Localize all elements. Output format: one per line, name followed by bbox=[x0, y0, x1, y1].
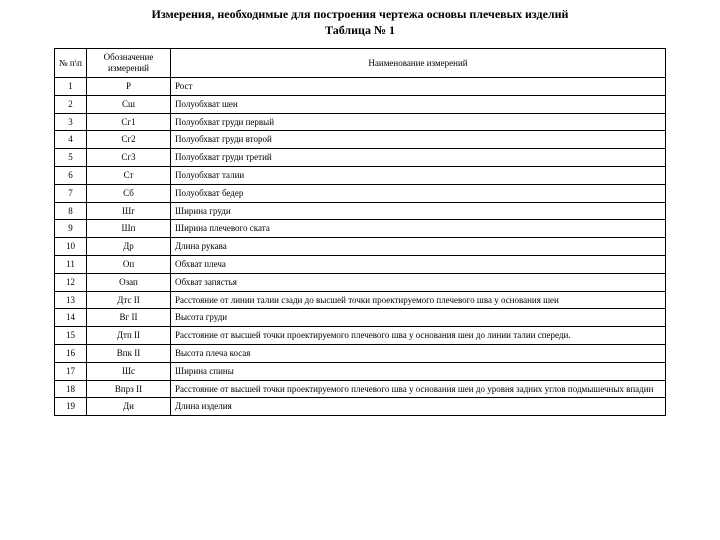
cell-number: 3 bbox=[55, 113, 87, 131]
cell-desc: Полуобхват груди третий bbox=[171, 149, 666, 167]
cell-desc: Ширина груди bbox=[171, 202, 666, 220]
cell-number: 11 bbox=[55, 255, 87, 273]
cell-number: 13 bbox=[55, 291, 87, 309]
table-row: 4Сг2Полуобхват груди второй bbox=[55, 131, 666, 149]
cell-symbol: Шп bbox=[87, 220, 171, 238]
cell-number: 9 bbox=[55, 220, 87, 238]
table-row: 12ОзапОбхват запястья bbox=[55, 273, 666, 291]
table-row: 15Дтп IIРасстояние от высшей точки проек… bbox=[55, 327, 666, 345]
cell-number: 7 bbox=[55, 184, 87, 202]
cell-number: 18 bbox=[55, 380, 87, 398]
table-row: 16Впк IIВысота плеча косая bbox=[55, 344, 666, 362]
table-row: 3Сг1Полуобхват груди первый bbox=[55, 113, 666, 131]
table-row: 5Сг3Полуобхват груди третий bbox=[55, 149, 666, 167]
document-title: Измерения, необходимые для построения че… bbox=[54, 6, 666, 38]
table-row: 18Впрз IIРасстояние от высшей точки прое… bbox=[55, 380, 666, 398]
cell-desc: Рост bbox=[171, 77, 666, 95]
cell-desc: Полуобхват талии bbox=[171, 166, 666, 184]
table-row: 13Дтс IIРасстояние от линии талии сзади … bbox=[55, 291, 666, 309]
table-row: 9ШпШирина плечевого ската bbox=[55, 220, 666, 238]
cell-symbol: Сш bbox=[87, 95, 171, 113]
cell-symbol: Вг II bbox=[87, 309, 171, 327]
cell-number: 4 bbox=[55, 131, 87, 149]
cell-desc: Полуобхват груди первый bbox=[171, 113, 666, 131]
cell-desc: Расстояние от линии талии сзади до высше… bbox=[171, 291, 666, 309]
table-row: 6СтПолуобхват талии bbox=[55, 166, 666, 184]
title-line-2: Таблица № 1 bbox=[325, 23, 395, 37]
cell-symbol: Сг2 bbox=[87, 131, 171, 149]
table-row: 7СбПолуобхват бедер bbox=[55, 184, 666, 202]
cell-symbol: Шг bbox=[87, 202, 171, 220]
cell-desc: Полуобхват шеи bbox=[171, 95, 666, 113]
table-row: 17ШсШирина спины bbox=[55, 362, 666, 380]
cell-symbol: Дтп II bbox=[87, 327, 171, 345]
cell-desc: Расстояние от высшей точки проектируемог… bbox=[171, 380, 666, 398]
cell-symbol: Сг1 bbox=[87, 113, 171, 131]
cell-symbol: Др bbox=[87, 238, 171, 256]
title-line-1: Измерения, необходимые для построения че… bbox=[152, 7, 569, 21]
cell-desc: Полуобхват бедер bbox=[171, 184, 666, 202]
cell-symbol: Сб bbox=[87, 184, 171, 202]
cell-number: 12 bbox=[55, 273, 87, 291]
cell-number: 1 bbox=[55, 77, 87, 95]
table-row: 19ДиДлина изделия bbox=[55, 398, 666, 416]
cell-number: 5 bbox=[55, 149, 87, 167]
cell-symbol: Шс bbox=[87, 362, 171, 380]
col-header-name: Наименование измерений bbox=[171, 49, 666, 78]
cell-number: 2 bbox=[55, 95, 87, 113]
cell-symbol: Оп bbox=[87, 255, 171, 273]
table-row: 8ШгШирина груди bbox=[55, 202, 666, 220]
cell-number: 19 bbox=[55, 398, 87, 416]
cell-symbol: Ст bbox=[87, 166, 171, 184]
cell-desc: Длина изделия bbox=[171, 398, 666, 416]
cell-desc: Длина рукава bbox=[171, 238, 666, 256]
cell-number: 17 bbox=[55, 362, 87, 380]
col-header-symbol: Обозначение измерений bbox=[87, 49, 171, 78]
cell-number: 15 bbox=[55, 327, 87, 345]
cell-symbol: Озап bbox=[87, 273, 171, 291]
table-row: 2СшПолуобхват шеи bbox=[55, 95, 666, 113]
cell-desc: Обхват запястья bbox=[171, 273, 666, 291]
cell-desc: Высота плеча косая bbox=[171, 344, 666, 362]
col-header-number: № п\п bbox=[55, 49, 87, 78]
cell-desc: Полуобхват груди второй bbox=[171, 131, 666, 149]
table-header-row: № п\п Обозначение измерений Наименование… bbox=[55, 49, 666, 78]
cell-number: 6 bbox=[55, 166, 87, 184]
cell-symbol: Впк II bbox=[87, 344, 171, 362]
cell-symbol: Ди bbox=[87, 398, 171, 416]
cell-symbol: Р bbox=[87, 77, 171, 95]
cell-symbol: Дтс II bbox=[87, 291, 171, 309]
cell-desc: Ширина спины bbox=[171, 362, 666, 380]
table-row: 14Вг IIВысота груди bbox=[55, 309, 666, 327]
cell-number: 14 bbox=[55, 309, 87, 327]
cell-number: 8 bbox=[55, 202, 87, 220]
cell-desc: Расстояние от высшей точки проектируемог… bbox=[171, 327, 666, 345]
table-row: 11ОпОбхват плеча bbox=[55, 255, 666, 273]
cell-symbol: Сг3 bbox=[87, 149, 171, 167]
cell-desc: Высота груди bbox=[171, 309, 666, 327]
table-row: 1РРост bbox=[55, 77, 666, 95]
cell-number: 16 bbox=[55, 344, 87, 362]
cell-desc: Обхват плеча bbox=[171, 255, 666, 273]
measurements-table: № п\п Обозначение измерений Наименование… bbox=[54, 48, 666, 416]
document-page: { "title_line1": "Измерения, необходимые… bbox=[0, 0, 720, 540]
cell-number: 10 bbox=[55, 238, 87, 256]
cell-desc: Ширина плечевого ската bbox=[171, 220, 666, 238]
table-row: 10ДрДлина рукава bbox=[55, 238, 666, 256]
cell-symbol: Впрз II bbox=[87, 380, 171, 398]
